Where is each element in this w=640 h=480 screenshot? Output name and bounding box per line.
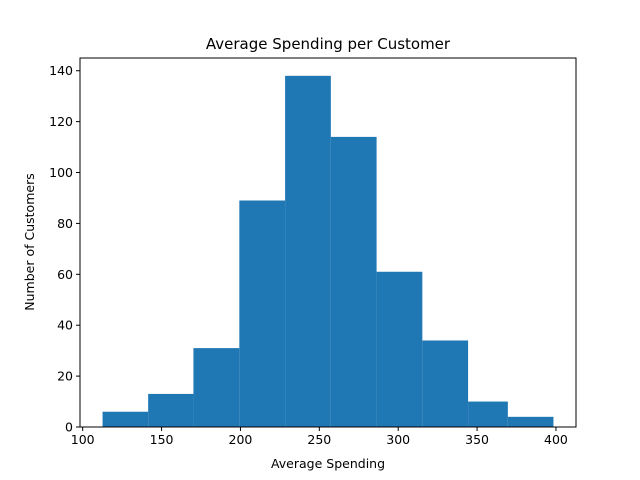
y-tick-label: 0 — [65, 420, 73, 435]
y-axis-ticks: 0 20 40 60 80 100 120 140 — [49, 63, 80, 435]
x-tick-label: 350 — [465, 432, 489, 447]
y-axis-label: Number of Customers — [22, 173, 37, 310]
y-tick-label: 100 — [49, 165, 73, 180]
histogram-bar — [422, 340, 469, 427]
y-tick-label: 120 — [49, 114, 73, 129]
bars-group — [102, 75, 554, 428]
x-tick-label: 300 — [386, 432, 410, 447]
x-tick-label: 150 — [150, 432, 174, 447]
histogram-bar — [239, 200, 286, 427]
histogram-bar — [285, 75, 331, 428]
x-tick-label: 250 — [307, 432, 331, 447]
histogram-bar — [330, 136, 377, 427]
y-tick-label: 80 — [57, 216, 73, 231]
y-tick-label: 20 — [57, 369, 73, 384]
x-axis-ticks: 100 150 200 250 300 350 400 — [71, 427, 568, 447]
y-tick-label: 140 — [49, 63, 73, 78]
x-axis-label: Average Spending — [271, 456, 385, 471]
histogram-bar — [376, 271, 423, 427]
y-tick-label: 40 — [57, 318, 73, 333]
x-tick-label: 400 — [544, 432, 568, 447]
histogram-bar — [102, 411, 149, 427]
histogram-bar — [507, 416, 554, 427]
histogram-bar — [468, 401, 508, 427]
plot-frame — [79, 57, 577, 428]
x-tick-label: 100 — [71, 432, 95, 447]
histogram-bar — [193, 348, 240, 427]
chart-title: Average Spending per Customer — [206, 35, 451, 53]
histogram-bar — [148, 393, 194, 427]
y-tick-label: 60 — [57, 267, 73, 282]
x-tick-label: 200 — [229, 432, 253, 447]
